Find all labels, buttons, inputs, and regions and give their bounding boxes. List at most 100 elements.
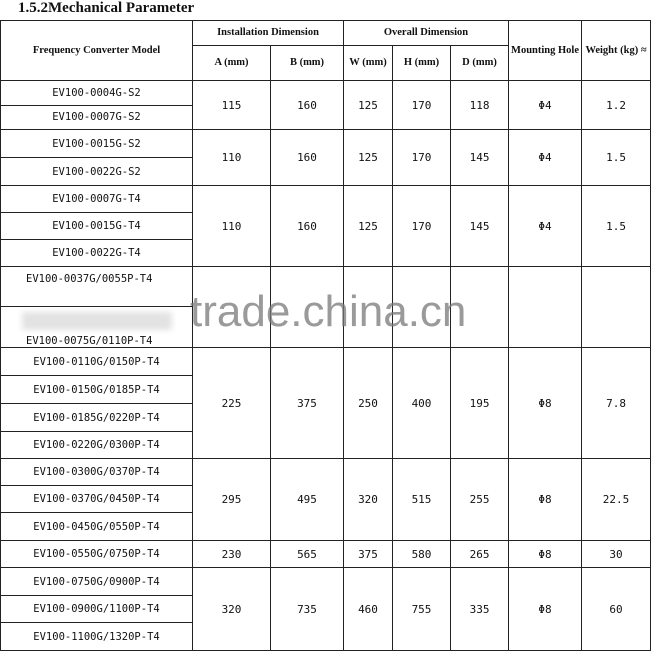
model-cell: EV100-0022G-T4 [0, 239, 193, 267]
model-cell: EV100-0550G/0750P-T4 [0, 540, 193, 568]
table-row: EV100-0300G/0370P-T4 295 495 320 515 255 Φ8 22.… [0, 458, 651, 541]
hole-cell [508, 266, 583, 348]
model-cell: EV100-0015G-S2 [0, 129, 193, 158]
model-cell: EV100-0150G/0185P-T4 [0, 375, 193, 404]
header-installation: Installation Dimension [192, 20, 344, 46]
table-row: EV100-0220G/0300P-T4 [0, 431, 651, 459]
table-row: EV100-0185G/0220P-T4 [0, 403, 651, 432]
d-cell: 118 [449, 80, 510, 130]
table-row: EV100-0750G/0900P-T4 320 735 460 755 335 Φ8 60 [0, 567, 651, 651]
d-cell: 145 [449, 129, 510, 186]
hole-cell: Φ4 [508, 129, 583, 186]
table-row: EV100-0022G-S2 [0, 157, 651, 186]
model-cell: EV100-0004G-S2 [0, 80, 193, 106]
hole-cell: Φ8 [508, 567, 583, 651]
hole-cell: Φ8 [508, 458, 583, 541]
b-cell: 160 [270, 80, 344, 130]
d-cell: 265 [449, 540, 510, 568]
hole-cell: Φ8 [508, 540, 583, 568]
table-row: EV100-0037G/0055P-T4 [0, 266, 651, 348]
h-cell: 170 [392, 185, 451, 267]
b-cell: 160 [270, 129, 344, 186]
b-cell: 565 [270, 540, 344, 568]
w-cell: 125 [343, 80, 393, 130]
table-row: EV100-0370G/0450P-T4 [0, 485, 651, 513]
h-cell: 400 [392, 347, 451, 459]
h-cell: 755 [392, 567, 451, 651]
a-cell: 225 [192, 347, 271, 459]
a-cell [192, 266, 271, 348]
weight-cell: 1.5 [581, 185, 651, 267]
b-cell: 160 [270, 185, 344, 267]
table-row: EV100-0022G-T4 [0, 239, 651, 267]
b-cell: 735 [270, 567, 344, 651]
w-cell: 375 [343, 540, 393, 568]
a-cell: 320 [192, 567, 271, 651]
h-cell: 580 [392, 540, 451, 568]
model-cell: EV100-0022G-S2 [0, 157, 193, 186]
w-cell [343, 266, 393, 348]
hole-cell: Φ4 [508, 80, 583, 130]
table-row: EV100-0015G-S2 110 160 125 170 145 Φ4 1.5 [0, 129, 651, 186]
weight-cell: 1.2 [581, 80, 651, 130]
b-cell: 375 [270, 347, 344, 459]
model-cell: EV100-0370G/0450P-T4 [0, 485, 193, 513]
hole-cell: Φ8 [508, 347, 583, 459]
table-row: EV100-1100G/1320P-T4 [0, 622, 651, 651]
blur-overlay [22, 312, 172, 330]
header-mounting: Mounting Hole [508, 20, 583, 81]
model-cell: EV100-0300G/0370P-T4 [0, 458, 193, 486]
header-d: D (mm) [449, 45, 510, 81]
model-cell: EV100-0750G/0900P-T4 [0, 567, 193, 596]
h-cell: 515 [392, 458, 451, 541]
h-cell: 170 [392, 129, 451, 186]
w-cell: 125 [343, 185, 393, 267]
a-cell: 110 [192, 129, 271, 186]
header-w: W (mm) [343, 45, 393, 81]
table-row: EV100-0007G-T4 110 160 125 170 145 Φ4 1.5 [0, 185, 651, 267]
weight-cell: 1.5 [581, 129, 651, 186]
model-cell: EV100-0450G/0550P-T4 [0, 512, 193, 541]
header-overall: Overall Dimension [342, 20, 510, 46]
w-cell: 250 [343, 347, 393, 459]
model-cell: EV100-0185G/0220P-T4 [0, 403, 193, 432]
model-cell: EV100-0007G-T4 [0, 185, 193, 213]
w-cell: 125 [343, 129, 393, 186]
weight-cell: 60 [581, 567, 651, 651]
header-weight: Weight (kg) ≈ [581, 20, 651, 81]
table-row: EV100-0004G-S2 115 160 125 170 118 Φ4 1.2 [0, 80, 651, 130]
d-cell [449, 266, 510, 348]
model-cell: EV100-0015G-T4 [0, 212, 193, 240]
weight-cell: 7.8 [581, 347, 651, 459]
table-row: EV100-0550G/0750P-T4 230 565 375 580 265 Φ8 30 [0, 540, 651, 568]
model-cell: EV100-0110G/0150P-T4 [0, 347, 193, 376]
weight-cell [581, 266, 651, 348]
b-cell [270, 266, 344, 348]
hole-cell: Φ4 [508, 185, 583, 267]
weight-cell: 22.5 [581, 458, 651, 541]
table-row: EV100-0007G-S2 [0, 104, 651, 130]
d-cell: 335 [449, 567, 510, 651]
mechanical-parameter-table: Frequency Converter Model Installation D… [0, 20, 651, 651]
model-cell: EV100-0900G/1100P-T4 [0, 595, 193, 623]
header-h: H (mm) [392, 45, 451, 81]
d-cell: 195 [449, 347, 510, 459]
section-title: 1.5.2Mechanical Parameter [18, 0, 195, 16]
weight-cell: 30 [581, 540, 651, 568]
a-cell: 295 [192, 458, 271, 541]
d-cell: 255 [449, 458, 510, 541]
model-cell: EV100-0220G/0300P-T4 [0, 431, 193, 459]
header-b: B (mm) [270, 45, 344, 81]
table-row: EV100-0110G/0150P-T4 225 375 250 400 195 Φ8 7.8 [0, 347, 651, 459]
model-cell: EV100-1100G/1320P-T4 [0, 622, 193, 651]
w-cell: 460 [343, 567, 393, 651]
d-cell: 145 [449, 185, 510, 267]
h-cell: 170 [392, 80, 451, 130]
model-cell: EV100-0037G/0055P-T4 [0, 266, 193, 307]
table-row: EV100-0450G/0550P-T4 [0, 512, 651, 541]
header-a: A (mm) [192, 45, 271, 81]
a-cell: 110 [192, 185, 271, 267]
table-row: EV100-0150G/0185P-T4 [0, 375, 651, 404]
h-cell [392, 266, 451, 348]
header-model: Frequency Converter Model [0, 20, 193, 81]
